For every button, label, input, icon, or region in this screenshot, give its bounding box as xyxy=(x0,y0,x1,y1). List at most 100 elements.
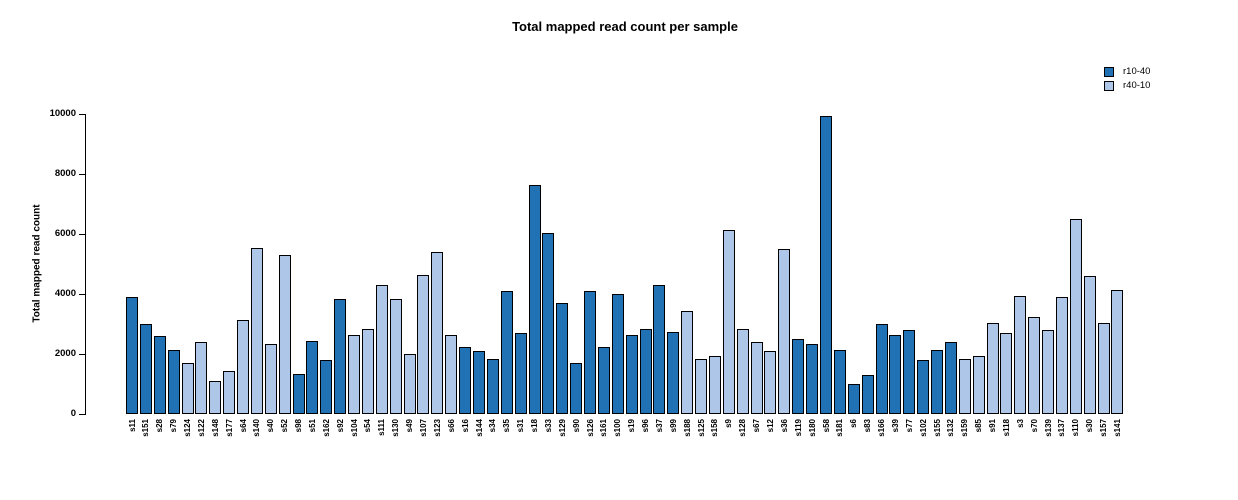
bar xyxy=(195,342,208,414)
x-tick-label: s180 xyxy=(807,419,817,437)
x-tick-label: s151 xyxy=(141,419,151,437)
bar xyxy=(917,360,930,414)
bar xyxy=(778,249,791,414)
x-tick-label: s91 xyxy=(988,419,998,433)
legend-item: r40-10 xyxy=(1104,79,1150,93)
x-tick-label: s122 xyxy=(196,419,206,437)
bar xyxy=(431,252,444,414)
x-tick-label: s18 xyxy=(530,419,540,433)
x-tick-label: s70 xyxy=(1029,419,1039,433)
bar xyxy=(931,349,944,414)
bar xyxy=(820,115,832,414)
x-tick-label: s28 xyxy=(155,419,165,433)
bar xyxy=(348,334,361,414)
bar xyxy=(764,351,777,414)
x-tick-label: s52 xyxy=(280,419,290,433)
x-tick-label: s67 xyxy=(752,419,762,433)
bar xyxy=(903,330,916,414)
bar xyxy=(209,381,222,414)
x-tick-label: s85 xyxy=(974,419,984,433)
x-tick-label: s140 xyxy=(252,419,262,437)
bar xyxy=(1111,289,1124,414)
bar xyxy=(792,339,805,414)
x-tick-label: s188 xyxy=(682,419,692,437)
bar xyxy=(653,285,666,414)
x-tick-label: s19 xyxy=(627,419,637,433)
y-tick-label: 2000 xyxy=(54,348,76,359)
bar xyxy=(139,324,152,414)
y-axis-tick xyxy=(79,293,85,295)
x-tick-label: s144 xyxy=(474,419,484,437)
x-tick-label: s177 xyxy=(224,419,234,437)
bar xyxy=(958,358,971,414)
x-tick-label: s157 xyxy=(1099,419,1109,437)
x-tick-label: s11 xyxy=(127,419,137,432)
bar xyxy=(334,298,347,414)
bar xyxy=(264,343,277,414)
legend-item: r10-40 xyxy=(1104,65,1150,79)
x-tick-label: s161 xyxy=(599,419,609,437)
x-tick-label: s166 xyxy=(877,419,887,437)
bar xyxy=(403,354,416,414)
bar xyxy=(986,322,999,414)
x-tick-label: s83 xyxy=(863,419,873,433)
x-tick-label: s49 xyxy=(405,419,415,433)
bar xyxy=(459,346,472,414)
bar xyxy=(889,334,902,414)
bar xyxy=(361,328,374,414)
x-tick-label: s33 xyxy=(543,419,553,433)
bar xyxy=(500,291,513,414)
x-tick-label: s30 xyxy=(1085,419,1095,433)
x-tick-label: s123 xyxy=(432,419,442,437)
y-axis-tick xyxy=(79,233,85,235)
bar xyxy=(681,310,694,414)
bar xyxy=(875,324,888,414)
x-tick-label: s126 xyxy=(585,419,595,437)
x-tick-label: s9 xyxy=(724,419,734,428)
x-tick-label: s162 xyxy=(321,419,331,437)
x-tick-label: s158 xyxy=(710,419,720,437)
x-tick-label: s77 xyxy=(904,419,914,433)
y-tick-label: 8000 xyxy=(54,168,76,179)
x-tick-label: s119 xyxy=(793,419,803,437)
bar xyxy=(584,291,597,414)
bar xyxy=(639,328,652,414)
x-tick-label: s110 xyxy=(1071,419,1081,437)
y-axis-tick xyxy=(79,113,85,115)
x-tick-label: s181 xyxy=(835,419,845,437)
x-tick-label: s92 xyxy=(335,419,345,433)
bar xyxy=(278,255,291,414)
bar xyxy=(861,375,874,414)
bar xyxy=(514,333,527,414)
x-tick-label: s98 xyxy=(294,419,304,433)
bar xyxy=(237,319,250,414)
bar xyxy=(306,340,319,414)
x-tick-label: s12 xyxy=(765,419,775,433)
x-tick-label: s79 xyxy=(169,419,179,433)
bar xyxy=(473,351,485,414)
x-tick-label: s107 xyxy=(418,419,428,437)
y-tick-label: 6000 xyxy=(54,228,76,239)
bar xyxy=(625,334,638,414)
bar xyxy=(1042,330,1055,414)
bar xyxy=(1083,276,1096,414)
bar xyxy=(153,336,166,414)
bar xyxy=(570,363,583,414)
bar xyxy=(722,229,735,414)
bar xyxy=(972,355,985,414)
x-tick-label: s148 xyxy=(210,419,220,437)
bar xyxy=(944,342,957,414)
legend: r10-40 r40-10 xyxy=(1104,65,1150,93)
x-tick-label: s58 xyxy=(821,419,831,433)
bar xyxy=(292,373,305,414)
y-axis-tick xyxy=(79,353,85,355)
bar xyxy=(556,303,569,414)
bar xyxy=(1028,316,1041,414)
x-tick-label: s132 xyxy=(946,419,956,437)
x-tick-label: s155 xyxy=(932,419,942,437)
bar xyxy=(750,342,763,414)
x-tick-label: s35 xyxy=(502,419,512,433)
x-tick-label: s102 xyxy=(918,419,928,437)
x-tick-label: s64 xyxy=(238,419,248,433)
x-tick-label: s54 xyxy=(363,419,373,433)
